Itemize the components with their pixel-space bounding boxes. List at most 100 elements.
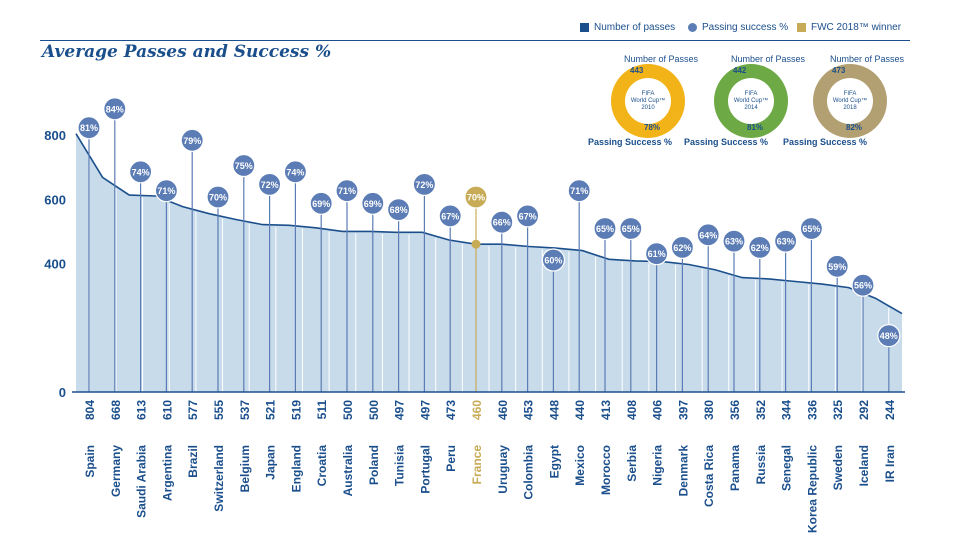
value-label: 519	[289, 400, 303, 420]
value-label: 413	[599, 400, 613, 420]
success-bubble	[541, 248, 566, 272]
success-label: 72%	[415, 180, 433, 190]
success-bubble	[283, 160, 307, 184]
legend-winner-swatch	[797, 23, 806, 32]
y-tick-label: 400	[44, 257, 66, 272]
donut-2018-ring: FIFA World Cup™ 2018	[813, 64, 887, 138]
value-label: 497	[418, 400, 432, 420]
donut-2014-passes: 442	[733, 66, 747, 75]
donut-2018-center: FIFA World Cup™ 2018	[827, 78, 873, 124]
category-label: Australia	[341, 445, 355, 497]
passes-line	[75, 133, 903, 315]
value-label: 406	[651, 400, 665, 420]
legend: Number of passes Passing success % FWC 2…	[580, 22, 910, 38]
success-label: 62%	[673, 243, 691, 253]
donut-2018: Number of Passes FIFA World Cup™ 2018 47…	[783, 54, 908, 147]
success-label: 64%	[699, 230, 717, 240]
success-bubble	[490, 210, 514, 234]
category-label: Panama	[728, 445, 742, 491]
value-label: 244	[883, 400, 897, 420]
value-label: 380	[702, 400, 716, 420]
donut-2018-top-caption: Number of Passes	[830, 54, 905, 64]
success-bubble	[232, 153, 256, 178]
category-label: Costa Rica	[702, 445, 716, 507]
legend-success-swatch	[688, 23, 697, 32]
value-label: 511	[315, 400, 329, 420]
success-bubble	[309, 191, 333, 215]
y-axis: 0 400 600 800	[44, 128, 66, 400]
category-label: Peru	[444, 445, 458, 472]
category-label: Saudi Arabia	[135, 445, 149, 518]
success-label: 71%	[570, 186, 588, 196]
value-label: 453	[522, 400, 536, 420]
success-label: 75%	[235, 161, 253, 171]
donut-2018-bottom-caption: Passing Success %	[783, 137, 868, 147]
success-label: 69%	[312, 199, 330, 209]
success-bubble	[206, 185, 230, 209]
value-label: 668	[109, 400, 123, 420]
donut-2014-bottom-caption: Passing Success %	[684, 137, 769, 147]
success-bubble	[748, 235, 772, 259]
success-bubble	[180, 128, 204, 152]
donut-2018-passes: 473	[832, 66, 846, 75]
category-label: IR Iran	[883, 445, 897, 482]
value-label: 804	[83, 400, 97, 420]
donut-2010-ring: FIFA World Cup™ 2010	[611, 64, 685, 138]
category-label: Croatia	[315, 445, 329, 487]
chart-title: Average Passes and Success %	[42, 42, 332, 62]
success-bubble	[387, 198, 411, 222]
donut-2010-top-caption: Number of Passes	[624, 54, 699, 64]
legend-winner: FWC 2018™ winner	[797, 22, 901, 33]
success-label: 68%	[390, 205, 408, 215]
category-label: Mexico	[573, 445, 587, 486]
success-label: 67%	[441, 211, 459, 221]
donut-2018-line3: 2018	[843, 104, 857, 111]
success-bubble	[644, 242, 669, 266]
success-bubble	[877, 324, 901, 348]
y-tick-label: 600	[44, 192, 66, 207]
value-label: 537	[238, 400, 252, 420]
category-label: Colombia	[522, 445, 536, 500]
legend-passes: Number of passes	[580, 22, 675, 33]
legend-success: Passing success %	[688, 22, 788, 33]
success-bubble	[593, 216, 617, 241]
category-label: Serbia	[625, 445, 639, 482]
success-label: 65%	[596, 224, 614, 234]
success-label: 67%	[519, 211, 537, 221]
value-label: 352	[754, 400, 768, 420]
donut-2010-passes: 443	[630, 66, 644, 75]
category-label: France	[470, 445, 484, 485]
success-bubble	[258, 172, 282, 196]
category-labels: Spain Germany Saudi Arabia Argentina Brazil S…	[83, 445, 897, 533]
value-label: 325	[831, 400, 845, 420]
value-label: 460	[470, 400, 484, 420]
category-label: Morocco	[599, 445, 613, 495]
success-label: 69%	[364, 199, 382, 209]
value-labels: 804 668 613 610 577 555 537 521 519 511 500 500 497 4…	[83, 400, 897, 420]
donut-2010-bottom-caption: Passing Success %	[588, 137, 673, 147]
success-label: 81%	[80, 123, 98, 133]
donut-2018-success: 82%	[846, 123, 863, 132]
success-label: 61%	[648, 249, 666, 259]
category-label: Nigeria	[651, 445, 665, 486]
category-label: Spain	[83, 445, 97, 478]
success-label: 79%	[183, 136, 201, 146]
category-label: Egypt	[547, 445, 561, 478]
success-label: 65%	[622, 224, 640, 234]
success-bubble	[722, 229, 746, 253]
donut-2014-line1: FIFA	[744, 90, 758, 97]
category-label: Germany	[109, 445, 123, 497]
donut-2010-line3: 2010	[641, 104, 655, 111]
success-label: 48%	[880, 331, 898, 341]
value-label: 336	[805, 400, 819, 420]
success-label: 62%	[751, 243, 769, 253]
value-label: 440	[573, 400, 587, 420]
header-rule	[40, 40, 910, 41]
category-label: Tunisia	[393, 445, 407, 486]
value-label: 555	[212, 400, 226, 420]
success-bubble	[129, 160, 153, 184]
success-bubble	[464, 185, 488, 209]
category-label: Japan	[264, 445, 278, 480]
legend-passes-label: Number of passes	[594, 22, 676, 33]
